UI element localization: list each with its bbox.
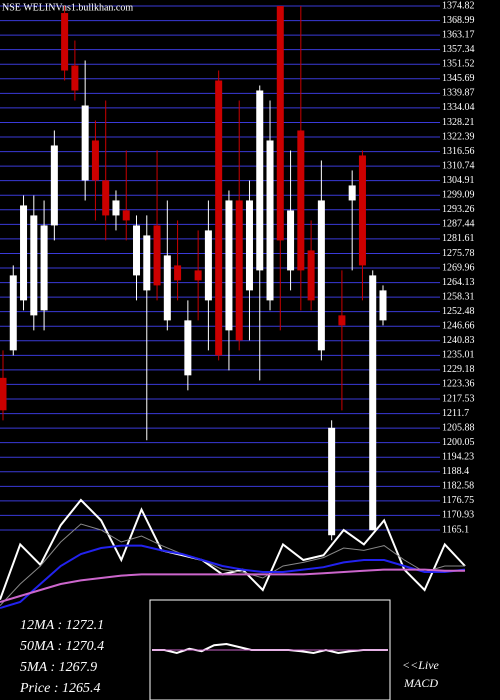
y-tick-label: 1170.93	[442, 510, 474, 521]
candle-body	[122, 210, 130, 221]
y-tick-label: 1281.61	[442, 233, 475, 244]
y-tick-label: 1217.53	[442, 393, 475, 404]
y-tick-label: 1322.39	[442, 131, 475, 142]
candle-body	[348, 185, 356, 201]
y-tick-label: 1287.44	[442, 219, 475, 230]
candle-body	[40, 225, 48, 311]
y-tick-label: 1304.91	[442, 175, 475, 186]
candle-body	[276, 6, 284, 241]
y-tick-label: 1258.31	[442, 291, 475, 302]
y-tick-label: 1316.56	[442, 146, 475, 157]
y-tick-label: 1351.52	[442, 59, 475, 70]
y-tick-label: 1176.75	[442, 495, 474, 506]
y-tick-label: 1252.48	[442, 306, 475, 317]
y-tick-label: 1339.87	[442, 88, 475, 99]
legend-text: 50MA : 1270.4	[20, 639, 104, 654]
candle-body	[153, 225, 161, 286]
y-tick-label: 1299.09	[442, 190, 475, 201]
candle-body	[163, 255, 171, 321]
watermark: ns1.bullkhan.com	[62, 2, 133, 13]
y-tick-label: 1275.78	[442, 248, 475, 259]
candle-body	[133, 225, 141, 276]
candle-body	[174, 265, 182, 281]
candle-body	[328, 427, 336, 536]
indicator-line	[0, 544, 466, 609]
y-tick-label: 1205.88	[442, 422, 475, 433]
candle-body	[112, 200, 120, 216]
candle-body	[143, 235, 151, 291]
y-tick-label: 1229.18	[442, 364, 475, 375]
y-tick-label: 1363.17	[442, 29, 475, 40]
candle-body	[91, 140, 99, 181]
candle-body	[102, 180, 110, 216]
y-tick-label: 1264.13	[442, 277, 475, 288]
legend-text: 5MA : 1267.9	[20, 660, 97, 675]
candle-body	[338, 315, 346, 326]
legend-text: Price : 1265.4	[19, 681, 100, 696]
y-tick-label: 1374.82	[442, 0, 475, 11]
y-tick-label: 1334.04	[442, 102, 475, 113]
chart-title: NSE WELINV	[2, 2, 63, 13]
y-tick-label: 1235.01	[442, 350, 475, 361]
candle-body	[71, 65, 79, 91]
candle-body	[194, 270, 202, 281]
candle-body	[0, 377, 7, 411]
macd-label: MACD	[403, 676, 438, 690]
y-tick-label: 1223.36	[442, 379, 475, 390]
candle-body	[20, 205, 28, 301]
candle-body	[9, 275, 17, 351]
candle-body	[307, 250, 315, 301]
y-tick-label: 1269.96	[442, 262, 475, 273]
candle-body	[30, 215, 38, 316]
legend-text: 12MA : 1272.1	[20, 618, 104, 633]
y-tick-label: 1293.26	[442, 204, 475, 215]
y-tick-label: 1246.66	[442, 321, 475, 332]
indicator-line	[0, 568, 465, 603]
candle-body	[256, 90, 264, 271]
candle-body	[297, 130, 305, 271]
y-tick-label: 1188.4	[442, 466, 469, 477]
candle-body	[215, 80, 223, 356]
y-tick-label: 1211.7	[442, 408, 469, 419]
candle-body	[184, 320, 192, 376]
y-tick-label: 1345.69	[442, 73, 475, 84]
candle-body	[369, 275, 377, 531]
candle-body	[61, 13, 69, 71]
macd-label: <<Live	[402, 658, 440, 672]
candle-body	[266, 140, 274, 301]
candle-body	[225, 200, 233, 331]
candle-body	[379, 290, 387, 321]
candle-body	[235, 200, 243, 341]
y-tick-label: 1328.21	[442, 117, 475, 128]
y-tick-label: 1310.74	[442, 160, 475, 171]
indicator-line	[0, 523, 465, 606]
candle-body	[317, 200, 325, 351]
candle-body	[358, 155, 366, 266]
candle-body	[245, 200, 253, 291]
candle-body	[204, 230, 212, 301]
indicator-line	[0, 498, 466, 600]
y-tick-label: 1165.1	[442, 524, 469, 535]
y-tick-label: 1240.83	[442, 335, 475, 346]
y-tick-label: 1200.05	[442, 437, 475, 448]
y-tick-label: 1357.34	[442, 44, 475, 55]
candle-body	[50, 145, 58, 226]
y-tick-label: 1194.23	[442, 452, 474, 463]
candle-body	[81, 105, 89, 181]
y-tick-label: 1182.58	[442, 481, 474, 492]
candle-body	[287, 210, 295, 271]
y-tick-label: 1368.99	[442, 15, 475, 26]
